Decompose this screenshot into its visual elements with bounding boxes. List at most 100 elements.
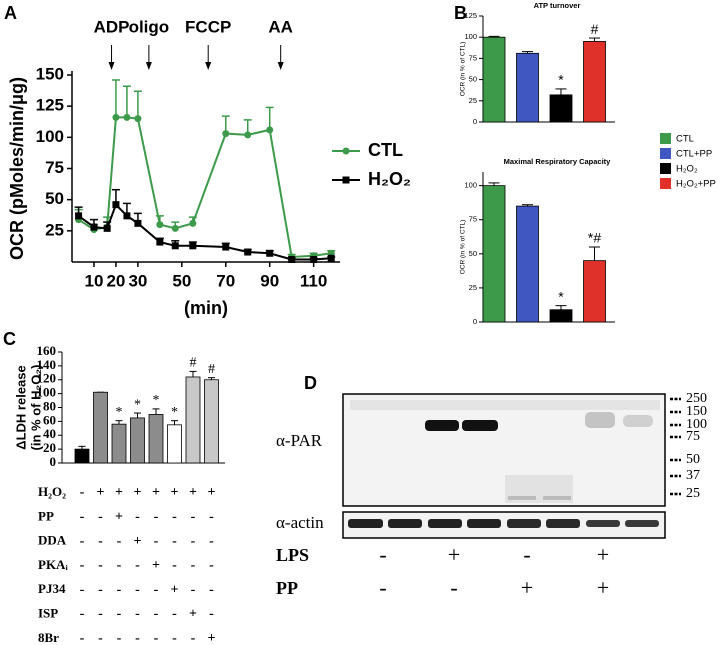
treatment-sign: + [152, 485, 160, 500]
treatment-sign: - [135, 582, 140, 597]
treatment-sign: - [172, 607, 177, 622]
y-tick-label: 0 [473, 317, 477, 326]
y-axis-label: OCR (pMoles/min/μg) [7, 77, 27, 260]
bar [482, 185, 506, 323]
treatment-sign: - [191, 534, 196, 549]
point [310, 256, 318, 264]
point [189, 219, 197, 227]
bar [549, 309, 573, 323]
bar [148, 414, 164, 464]
y-tick-label: 125 [36, 96, 64, 115]
y-tick-label: 25 [469, 96, 477, 105]
marker-label: 250 [686, 391, 707, 406]
treatment-label: PP [38, 508, 54, 523]
treatment-sign: + [521, 575, 533, 600]
legend-swatch [660, 133, 671, 144]
chart-title: ATP turnover [534, 1, 581, 10]
treatment-sign: - [98, 631, 103, 645]
point [288, 256, 296, 264]
treatment-sign: - [379, 575, 386, 600]
point [112, 113, 120, 121]
panel-label: C [3, 329, 16, 349]
treatment-label: 8Br [38, 630, 59, 645]
treatment-sign: + [152, 558, 160, 573]
y-tick-label: 150 [36, 64, 64, 83]
point [103, 224, 111, 232]
treatment-sign: - [209, 510, 214, 525]
legend-label: CTL [676, 134, 694, 145]
y-tick-label: 75 [45, 158, 64, 177]
treatment-sign: - [98, 510, 103, 525]
y-axis-label: OCR (in % of CTL) [460, 42, 467, 97]
legend-marker [342, 176, 350, 184]
y-tick-label: 25 [469, 283, 477, 292]
treatment-sign: - [154, 607, 159, 622]
point [156, 238, 164, 246]
y-tick-label: 100 [464, 181, 477, 190]
y-tick-label: 0 [473, 117, 477, 126]
legend-label: H₂O₂+PP [676, 179, 716, 190]
panel-label: A [4, 3, 17, 23]
treatment-sign: - [135, 558, 140, 573]
y-tick-label: 80 [43, 398, 56, 413]
treatment-sign: + [171, 485, 179, 500]
legend-label: CTL+PP [676, 149, 712, 160]
y-tick-label: 100 [36, 127, 64, 146]
arrow-head [277, 62, 284, 70]
x-tick-label: 20 [106, 271, 125, 290]
point [112, 201, 120, 209]
injection-label: oligo [129, 17, 170, 36]
treatment-sign: + [448, 542, 460, 567]
treatment-label: LPS [276, 545, 309, 565]
y-tick-label: 25 [45, 220, 64, 239]
bar [130, 417, 145, 464]
treatment-sign: + [97, 485, 105, 500]
injection-label: AA [268, 17, 293, 36]
x-tick-label: 50 [172, 271, 191, 290]
significance-mark: * [116, 405, 123, 420]
treatment-label: PJ34 [38, 581, 66, 596]
marker-label: 75 [686, 429, 700, 444]
point [189, 242, 197, 250]
treatment-sign: - [191, 582, 196, 597]
marker-label: 100 [686, 417, 707, 432]
y-tick-label: 160 [37, 343, 57, 358]
treatment-sign: - [209, 558, 214, 573]
treatment-sign: - [209, 534, 214, 549]
y-tick-label: 75 [469, 215, 477, 224]
point [266, 126, 274, 134]
treatment-label: PKAᵢ [38, 557, 68, 572]
treatment-sign: + [134, 534, 142, 549]
point [134, 115, 142, 123]
treatment-sign: - [191, 510, 196, 525]
treatment-sign: - [98, 607, 103, 622]
bar [516, 205, 539, 323]
significance-mark: # [190, 356, 197, 371]
blot-row-label: α-actin [276, 513, 324, 532]
treatment-sign: - [191, 558, 196, 573]
x-tick-label: 110 [300, 271, 327, 290]
bar [583, 41, 606, 123]
significance-mark: * [171, 405, 178, 420]
legend-label: H₂O₂ [676, 164, 698, 175]
x-tick-label: 70 [216, 271, 235, 290]
treatment-sign: + [134, 485, 142, 500]
point [222, 130, 230, 138]
treatment-sign: - [135, 631, 140, 645]
point [171, 242, 179, 250]
bar [185, 376, 201, 464]
treatment-sign: + [189, 607, 197, 622]
treatment-sign: + [208, 485, 216, 500]
y-axis-label: (in % of H₂O₂) [28, 365, 43, 451]
x-tick-label: 10 [85, 271, 104, 290]
x-tick-label: 90 [260, 271, 279, 290]
treatment-sign: - [98, 558, 103, 573]
treatment-sign: + [171, 582, 179, 597]
point [266, 249, 274, 257]
y-tick-label: 75 [469, 53, 477, 62]
y-tick-label: 50 [469, 75, 477, 84]
treatment-sign: - [80, 534, 85, 549]
treatment-sign: - [172, 534, 177, 549]
treatment-sign: - [209, 607, 214, 622]
